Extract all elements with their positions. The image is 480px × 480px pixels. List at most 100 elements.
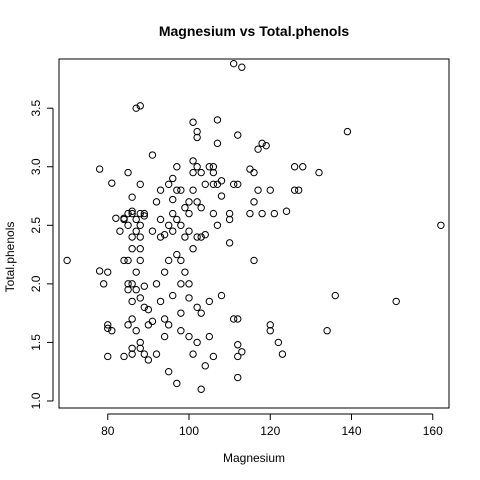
data-point [250, 168, 258, 177]
data-point [173, 379, 181, 388]
data-point [343, 127, 352, 136]
data-point [193, 163, 201, 171]
data-point [193, 127, 201, 136]
data-point [124, 321, 132, 329]
data-point [164, 321, 173, 329]
data-point [225, 239, 234, 247]
data-point [189, 157, 197, 165]
data-point [152, 350, 161, 358]
data-point [120, 215, 128, 224]
data-point [136, 180, 144, 189]
data-point [217, 192, 226, 200]
data-point [164, 367, 173, 376]
data-point [185, 332, 193, 341]
data-point [238, 348, 246, 356]
data-point [124, 256, 132, 265]
data-point [278, 350, 287, 358]
data-point [246, 209, 254, 218]
data-points [63, 59, 445, 393]
data-point [197, 385, 205, 393]
data-point [234, 315, 242, 323]
data-point [128, 350, 136, 358]
data-point [197, 168, 205, 177]
y-axis: 1.0 1.5 2.0 2.5 3.0 3.5 [29, 100, 54, 409]
data-point [132, 327, 140, 335]
data-point [229, 59, 238, 68]
y-tick-label: 1.0 [29, 392, 43, 409]
data-point [136, 209, 144, 218]
data-point [177, 256, 185, 265]
data-point [225, 209, 234, 218]
data-point [160, 268, 169, 276]
data-point [209, 352, 218, 361]
data-point [177, 186, 185, 194]
data-point [140, 212, 149, 220]
data-point [104, 321, 112, 329]
plot-frame [58, 58, 450, 409]
data-point [193, 198, 201, 206]
data-point [164, 180, 173, 189]
data-point [108, 327, 116, 335]
data-point [185, 294, 193, 302]
data-point [128, 245, 136, 253]
data-point [213, 221, 222, 230]
data-point [128, 207, 136, 215]
data-point [193, 133, 201, 142]
data-point [189, 350, 197, 358]
x-axis-label: Magnesium [223, 451, 285, 465]
data-point [201, 230, 209, 239]
data-point [197, 233, 205, 241]
data-point [270, 209, 279, 218]
data-point [193, 338, 201, 347]
data-point [148, 227, 157, 235]
data-point [205, 163, 214, 171]
data-point [152, 198, 161, 206]
data-point [290, 186, 299, 194]
data-point [274, 338, 283, 347]
data-point [104, 268, 112, 276]
data-point [156, 297, 165, 306]
data-point [136, 294, 144, 302]
data-point [266, 321, 274, 329]
data-point [136, 102, 144, 110]
data-point [258, 139, 266, 148]
data-point [128, 344, 136, 352]
data-point [209, 209, 218, 218]
data-point [169, 174, 177, 183]
data-point [181, 204, 189, 212]
data-point [173, 163, 181, 171]
data-point [136, 338, 144, 347]
data-point [136, 344, 144, 352]
x-tick-label: 120 [260, 424, 280, 438]
data-point [136, 233, 144, 241]
y-tick-label: 3.0 [29, 158, 43, 175]
data-point [177, 309, 185, 317]
data-point [213, 116, 222, 124]
data-point [254, 145, 262, 153]
data-point [234, 180, 242, 189]
chart-title: Magnesium vs Total.phenols [159, 23, 350, 39]
data-point [156, 215, 165, 224]
data-point [104, 324, 112, 333]
data-point [104, 352, 112, 361]
data-point [169, 209, 177, 218]
data-point [234, 352, 242, 361]
x-tick-label: 100 [179, 424, 199, 438]
data-point [246, 165, 254, 173]
data-point [331, 291, 339, 300]
data-point [266, 186, 274, 194]
data-point [299, 163, 307, 171]
data-point [173, 186, 181, 194]
data-point [225, 215, 234, 224]
data-point [132, 215, 140, 224]
data-point [173, 215, 181, 224]
data-point [173, 250, 181, 259]
data-point [266, 327, 274, 335]
data-point [160, 332, 169, 341]
data-point [177, 221, 185, 230]
data-point [290, 163, 299, 171]
data-point [205, 297, 214, 306]
data-point [148, 151, 157, 159]
